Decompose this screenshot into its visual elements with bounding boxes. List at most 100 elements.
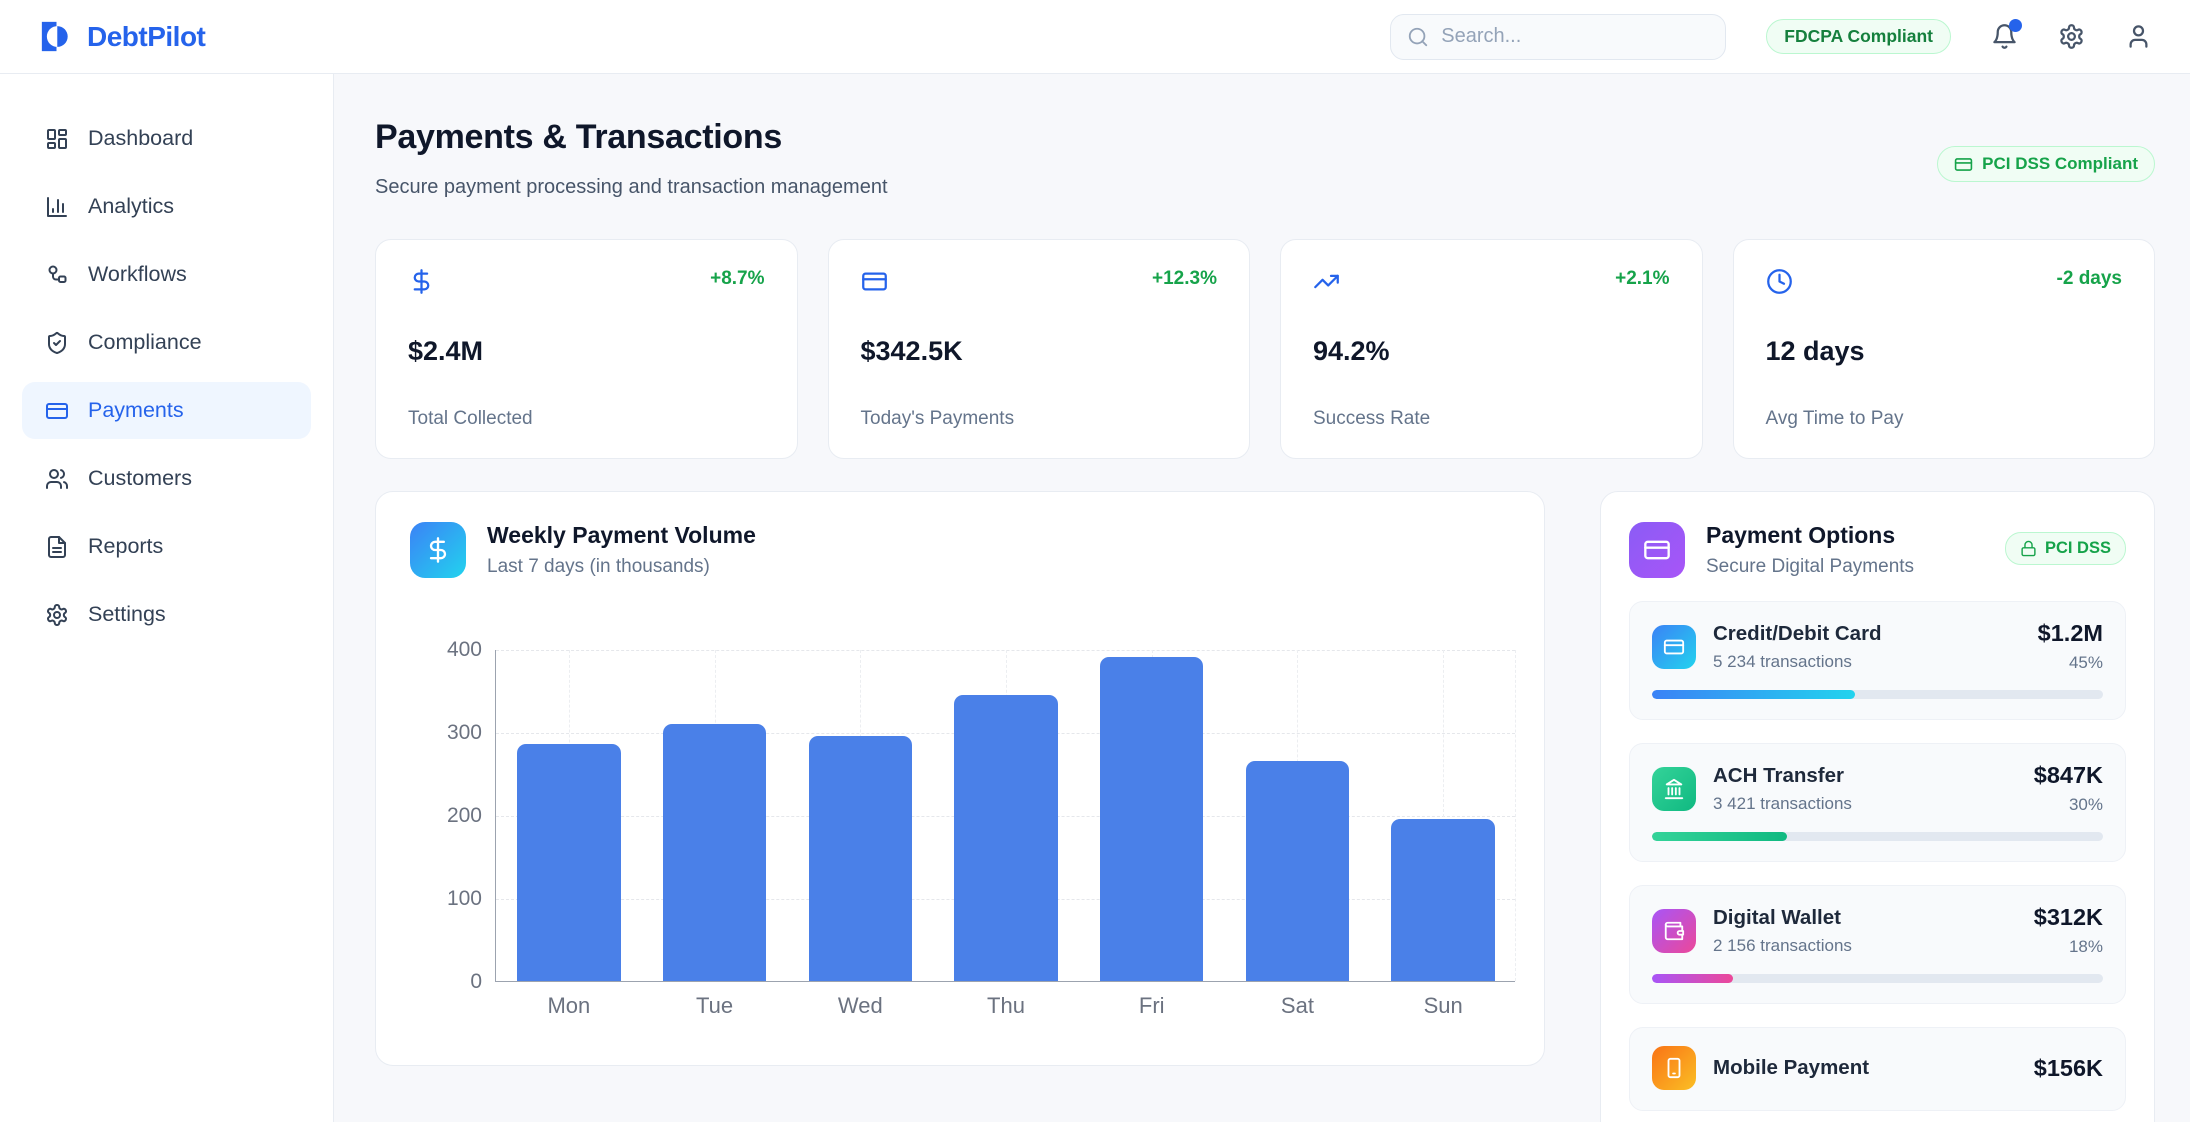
- page-subtitle: Secure payment processing and transactio…: [375, 176, 888, 198]
- payment-options-subtitle: Secure Digital Payments: [1706, 556, 1915, 577]
- dollar-icon: [408, 268, 435, 295]
- stat-value: 94.2%: [1313, 336, 1390, 366]
- brand-name: DebtPilot: [87, 20, 206, 52]
- payment-options-card: Payment Options Secure Digital Payments …: [1600, 491, 2155, 1122]
- progress-track: [1652, 832, 2103, 841]
- payment-method-amount: $847K: [2033, 762, 2103, 788]
- stat-label: Success Rate: [1313, 408, 1431, 429]
- search-bar[interactable]: [1390, 13, 1727, 60]
- payment-method-percent: 18%: [2068, 937, 2103, 956]
- brand-logo[interactable]: DebtPilot: [38, 18, 206, 55]
- payment-method-amount: $312K: [2033, 904, 2103, 930]
- pci-dss-badge: PCI DSS: [2004, 532, 2126, 565]
- bar-chart: 0 100 200 300 400 Mon Tue Wed Thu Fri Sat Sun: [447, 638, 1516, 1018]
- main-content: Payments & Transactions Secure payment p…: [334, 74, 2190, 1122]
- bar-wed: [808, 736, 912, 981]
- dollar-icon: [410, 522, 466, 578]
- sidebar-item-analytics[interactable]: Analytics: [22, 178, 311, 235]
- gridline-x-sun: [1443, 650, 1445, 981]
- credit-card-icon: [861, 268, 888, 295]
- stat-value: 12 days: [1765, 336, 1865, 366]
- bar-mon: [517, 744, 621, 981]
- stat-delta: +2.1%: [1615, 268, 1670, 289]
- payment-method-transactions: 2 156 transactions: [1713, 935, 1852, 955]
- notification-dot: [2009, 19, 2022, 32]
- stat-delta: -2 days: [2056, 268, 2122, 289]
- sidebar-item-customers[interactable]: Customers: [22, 450, 311, 507]
- credit-card-icon: [1954, 155, 1973, 174]
- payment-method-percent: 30%: [2068, 795, 2103, 814]
- pci-dss-compliant-badge: PCI DSS Compliant: [1937, 146, 2155, 182]
- profile-button[interactable]: [2125, 23, 2152, 50]
- sidebar-item-settings[interactable]: Settings: [22, 586, 311, 643]
- progress-track: [1652, 974, 2103, 983]
- dashboard-grid-icon: [45, 127, 69, 151]
- wallet-icon: [1652, 908, 1696, 953]
- stat-delta: +12.3%: [1152, 268, 1217, 289]
- y-axis-tick-200: 200: [446, 804, 482, 827]
- bank-icon: [1652, 766, 1696, 811]
- payment-method-name: ACH Transfer: [1713, 763, 1845, 787]
- credit-card-icon: [45, 399, 69, 423]
- progress-fill: [1652, 832, 1788, 841]
- payment-method-row-mobile-payment: Mobile Payment $156K: [1629, 1027, 2126, 1111]
- settings-button[interactable]: [2058, 23, 2085, 50]
- credit-card-icon: [1629, 522, 1685, 578]
- sidebar-item-label: Settings: [88, 602, 166, 626]
- search-icon: [1407, 26, 1429, 48]
- stats-row: +8.7% $2.4M Total Collected +12.3% $342.…: [375, 239, 2155, 459]
- stat-card-success-rate: +2.1% 94.2% Success Rate: [1280, 239, 1703, 459]
- sidebar-item-label: Analytics: [88, 194, 175, 218]
- y-axis-tick-100: 100: [446, 887, 482, 910]
- payment-method-amount: $1.2M: [2037, 620, 2103, 646]
- sidebar-item-workflows[interactable]: Workflows: [22, 246, 311, 303]
- brand-logo-icon: [38, 18, 75, 55]
- x-axis-label-sat: Sat: [1280, 993, 1314, 1018]
- gridline-x-right-edge: [1515, 650, 1516, 981]
- stat-label: Avg Time to Pay: [1765, 408, 1904, 429]
- shield-check-icon: [45, 331, 69, 355]
- sidebar-item-label: Compliance: [88, 330, 202, 354]
- progress-track: [1652, 690, 2103, 699]
- search-input[interactable]: [1441, 25, 1710, 48]
- sidebar-item-dashboard[interactable]: Dashboard: [22, 110, 311, 167]
- payment-method-name: Digital Wallet: [1713, 905, 1841, 929]
- x-axis-label-tue: Tue: [696, 993, 734, 1018]
- payment-method-row-ach-transfer: ACH Transfer 3 421 transactions $847K 30…: [1629, 743, 2126, 862]
- payment-method-amount: $156K: [2033, 1054, 2103, 1081]
- stat-card-avg-time-to-pay: -2 days 12 days Avg Time to Pay: [1732, 239, 2155, 459]
- bar-sun: [1391, 819, 1495, 981]
- y-axis-tick-400: 400: [446, 638, 482, 661]
- bell-icon: [1991, 23, 2018, 50]
- bar-tue: [662, 723, 767, 981]
- top-bar: DebtPilot FDCPA Compliant: [0, 0, 2190, 74]
- payment-method-transactions: 5 234 transactions: [1713, 651, 1852, 671]
- chart-title: Weekly Payment Volume: [487, 522, 756, 548]
- users-icon: [45, 467, 69, 491]
- fdcpa-compliant-badge: FDCPA Compliant: [1766, 19, 1951, 54]
- x-axis-label-fri: Fri: [1138, 993, 1165, 1018]
- payment-method-name: Mobile Payment: [1713, 1056, 1870, 1079]
- bar-thu: [954, 694, 1058, 981]
- chart-subtitle: Last 7 days (in thousands): [487, 556, 710, 577]
- stat-label: Today's Payments: [860, 408, 1015, 429]
- clock-icon: [1766, 268, 1793, 295]
- credit-card-icon: [1652, 624, 1696, 669]
- sidebar-item-label: Customers: [88, 466, 192, 490]
- gear-icon: [2058, 23, 2085, 50]
- bar-fri: [1099, 657, 1204, 981]
- file-text-icon: [45, 535, 69, 559]
- page-title: Payments & Transactions: [375, 118, 782, 156]
- sidebar-item-payments[interactable]: Payments: [22, 382, 311, 439]
- stat-value: $342.5K: [860, 336, 963, 366]
- lock-icon: [2020, 540, 2037, 557]
- sidebar-item-reports[interactable]: Reports: [22, 518, 311, 575]
- sidebar: Dashboard Analytics Workflows Compliance Pay…: [0, 74, 334, 1122]
- payment-options-title: Payment Options: [1706, 522, 1896, 548]
- sidebar-item-compliance[interactable]: Compliance: [22, 314, 311, 371]
- payment-method-row-credit-debit-card: Credit/Debit Card 5 234 transactions $1.…: [1629, 601, 2126, 720]
- stat-card-todays-payments: +12.3% $342.5K Today's Payments: [827, 239, 1250, 459]
- notifications-button[interactable]: [1991, 19, 2022, 50]
- sidebar-item-label: Payments: [88, 398, 184, 422]
- bar-chart-icon: [45, 195, 69, 219]
